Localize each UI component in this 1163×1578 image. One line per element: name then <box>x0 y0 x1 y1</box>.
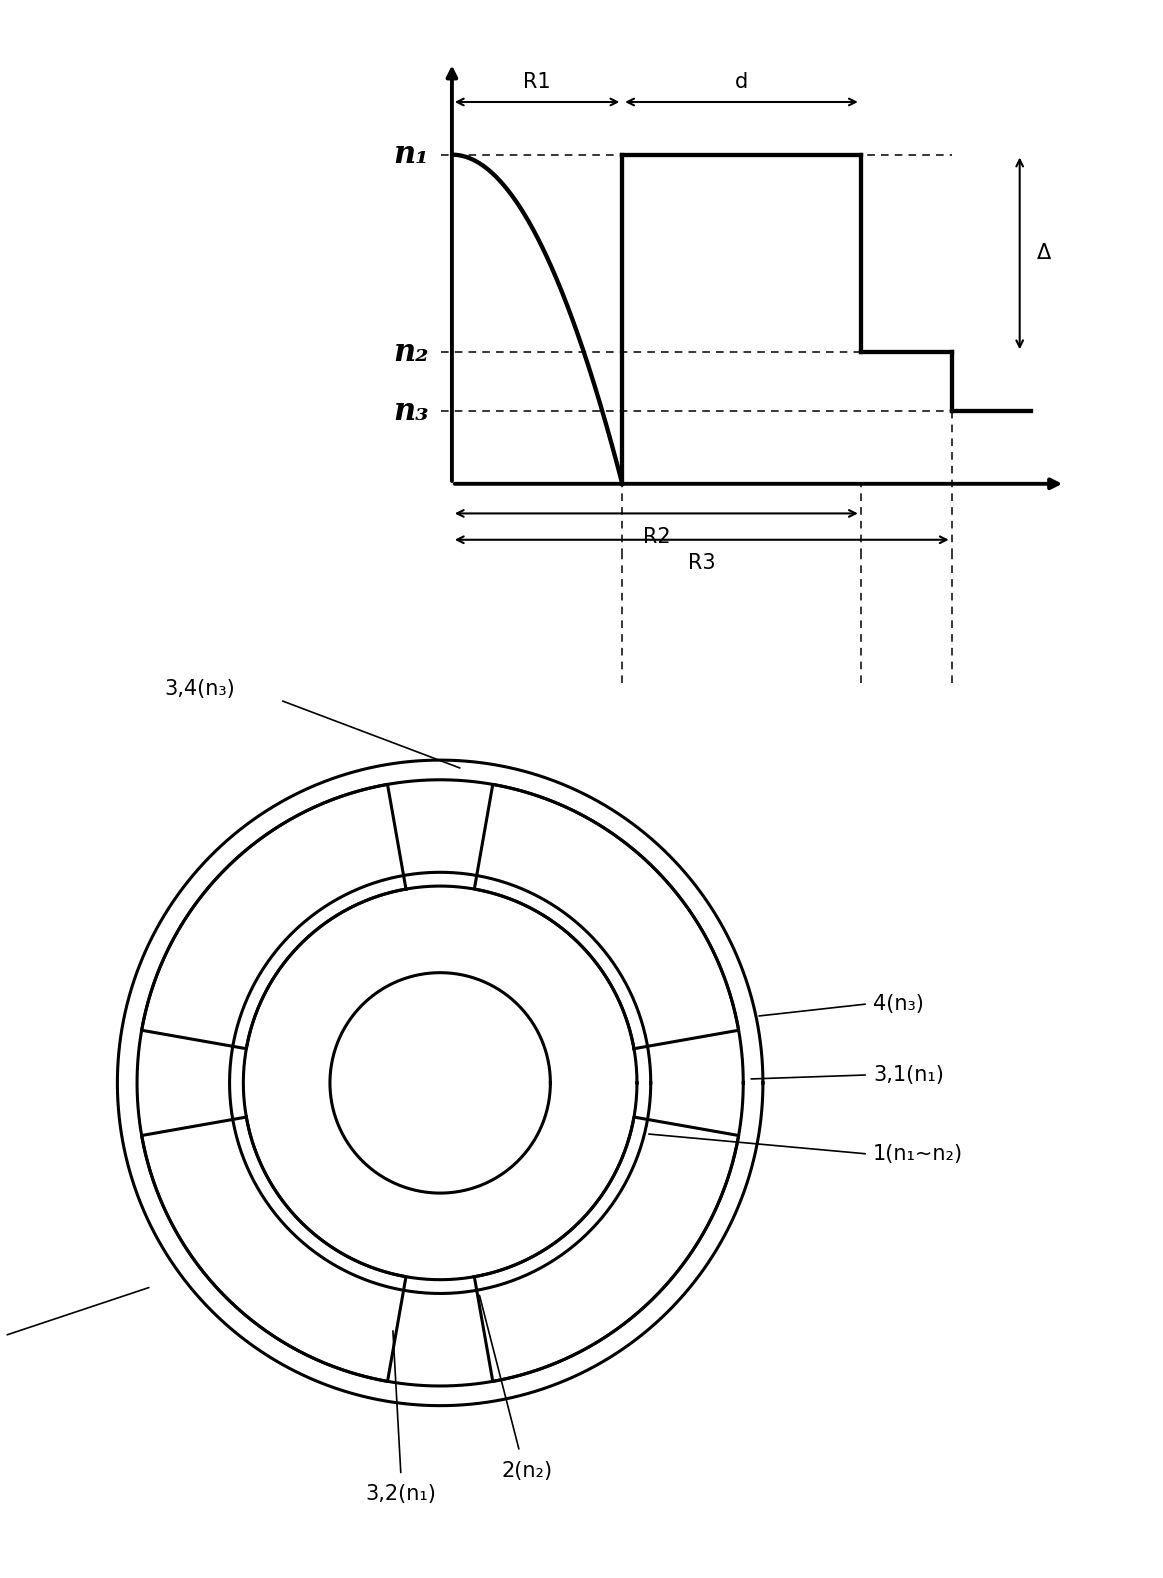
Text: R3: R3 <box>688 552 715 573</box>
Text: 3,1(n₁): 3,1(n₁) <box>873 1065 944 1086</box>
Text: R1: R1 <box>523 73 551 92</box>
Text: n₂: n₂ <box>394 336 429 368</box>
Text: 2(n₂): 2(n₂) <box>501 1461 552 1480</box>
Text: 4(n₃): 4(n₃) <box>873 994 925 1015</box>
Text: n₁: n₁ <box>394 139 429 170</box>
Text: d: d <box>735 73 748 92</box>
Text: n₃: n₃ <box>394 396 429 428</box>
Text: R2: R2 <box>642 527 670 546</box>
Text: 3,2(n₁): 3,2(n₁) <box>365 1485 436 1504</box>
Text: 3,4(n₃): 3,4(n₃) <box>165 679 235 699</box>
Text: Δ: Δ <box>1036 243 1051 264</box>
Text: 1(n₁~n₂): 1(n₁~n₂) <box>873 1144 963 1163</box>
